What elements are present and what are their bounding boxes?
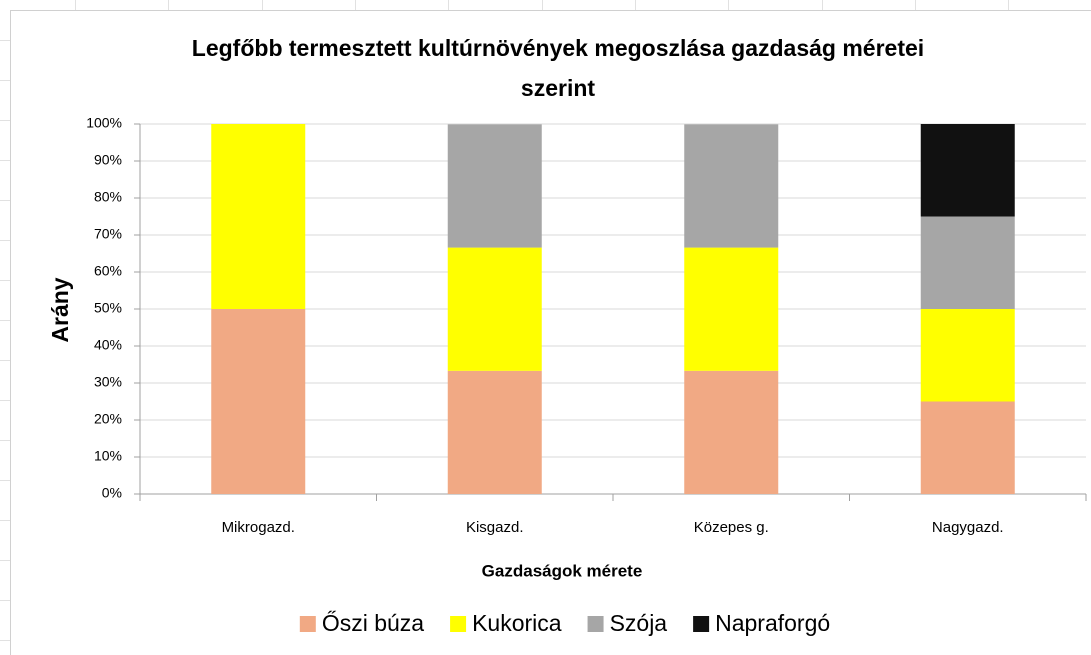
y-tick-label: 50%: [94, 300, 122, 316]
bar-segment: [211, 309, 306, 494]
legend-swatch: [693, 616, 710, 632]
bar-segment: [920, 124, 1015, 217]
y-tick-label: 10%: [94, 448, 122, 464]
y-tick-label: 60%: [94, 263, 122, 279]
y-tick-label: 80%: [94, 189, 122, 205]
y-tick-label: 20%: [94, 411, 122, 427]
x-tick-label: Közepes g.: [694, 519, 769, 536]
bar-segment: [684, 124, 779, 248]
legend-swatch: [587, 616, 604, 632]
legend-label: Napraforgó: [715, 610, 830, 636]
bar-segment: [920, 309, 1015, 402]
y-axis-label: Arány: [47, 277, 73, 342]
chart-title: Legfőbb termesztett kultúrnövények megos…: [191, 35, 925, 101]
y-tick-label: 70%: [94, 226, 122, 242]
bar-segment: [684, 247, 779, 371]
legend-swatch: [299, 616, 316, 632]
sheet-grid: [0, 0, 1009, 641]
bar-segment: [920, 216, 1015, 309]
y-tick-label: 40%: [94, 337, 122, 353]
bar-segment: [447, 370, 542, 494]
y-tick-label: 90%: [94, 152, 122, 168]
bar-segment: [920, 401, 1015, 494]
legend-label: Szója: [610, 610, 668, 636]
y-tick-label: 0%: [102, 485, 122, 501]
bar-segment: [684, 370, 779, 494]
x-tick-label: Kisgazd.: [466, 519, 524, 536]
y-tick-label: 100%: [86, 115, 122, 131]
bar-segment: [211, 124, 306, 309]
x-tick-label: Nagygazd.: [932, 519, 1004, 536]
bar-segment: [447, 247, 542, 371]
legend-label: Kukorica: [472, 610, 562, 636]
chart-area: [10, 10, 1091, 655]
x-axis-label: Gazdaságok mérete: [482, 561, 643, 580]
x-tick-label: Mikrogazd.: [222, 519, 295, 536]
legend-swatch: [450, 616, 467, 632]
legend-label: Őszi búza: [322, 610, 424, 636]
y-tick-label: 30%: [94, 374, 122, 390]
bar-segment: [447, 124, 542, 248]
